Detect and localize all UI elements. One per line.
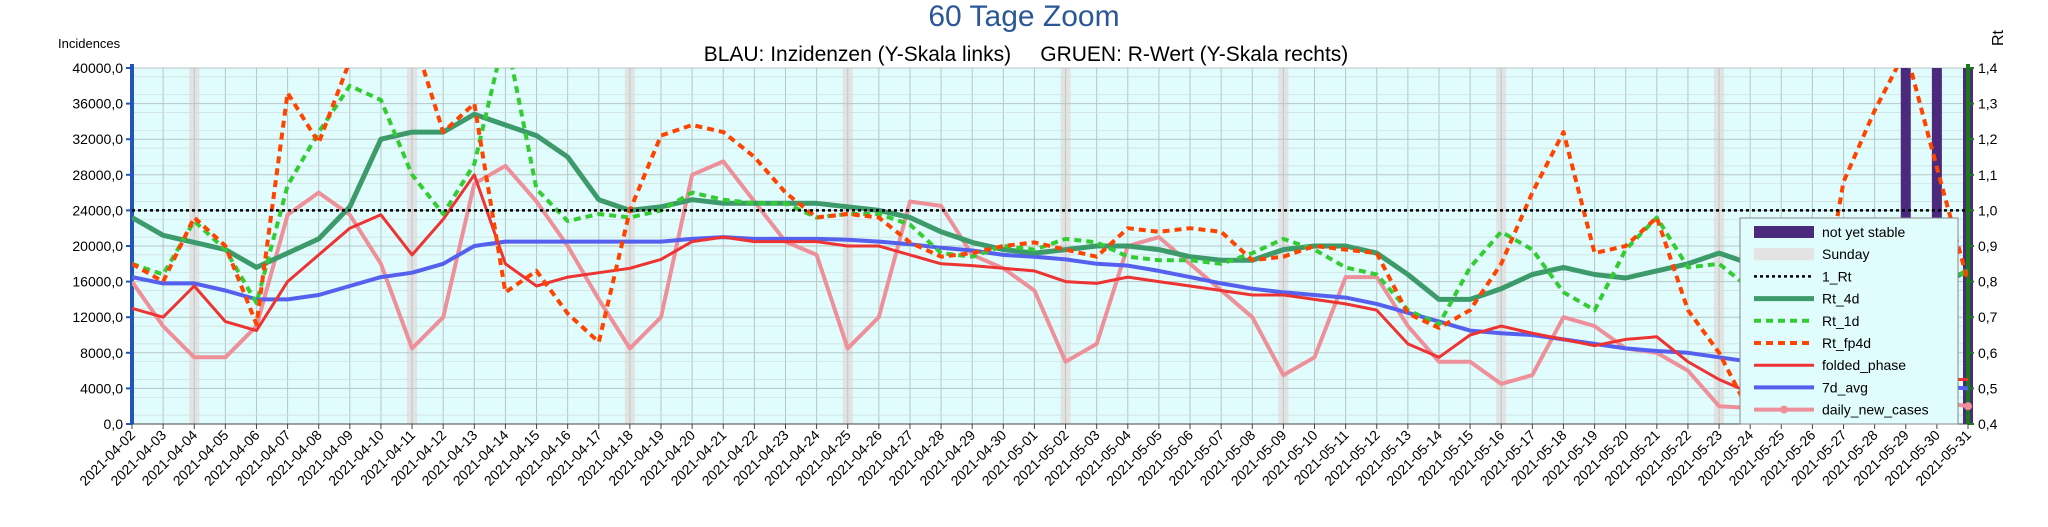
series-line-rt-1d bbox=[132, 68, 1968, 387]
right-tick-label: 1,4 bbox=[1978, 60, 1998, 76]
right-tick-label: 1,1 bbox=[1978, 167, 1998, 183]
legend-label: 1_Rt bbox=[1822, 268, 1852, 284]
legend-label: Rt_4d bbox=[1822, 291, 1859, 307]
series-line-avg-7d bbox=[132, 235, 1968, 391]
right-tick-label: 0,8 bbox=[1978, 274, 1998, 290]
left-tick-label: 16000,0 bbox=[72, 274, 123, 290]
left-tick-label: 28000,0 bbox=[72, 167, 123, 183]
plot-area: 0,0 4000,0 8000,0 12000,0 16000,0 20000,0 2400… bbox=[72, 60, 1998, 489]
right-tick-label: 1,0 bbox=[1978, 202, 1998, 218]
right-axis-label: Rt bbox=[1990, 29, 2007, 46]
legend-marker bbox=[1780, 405, 1788, 414]
left-tick-label: 32000,0 bbox=[72, 131, 123, 147]
left-tick-label: 24000,0 bbox=[72, 202, 123, 218]
right-tick-label: 0,4 bbox=[1978, 416, 1998, 432]
series-line-rt-4d bbox=[132, 111, 1968, 327]
legend-label: daily_new_cases bbox=[1822, 402, 1929, 418]
right-tick-label: 0,9 bbox=[1978, 238, 1998, 254]
series-line-rt-fp4d bbox=[132, 68, 1968, 416]
legend-swatch bbox=[1754, 248, 1814, 261]
right-tick-label: 0,5 bbox=[1978, 380, 1998, 396]
chart-title: 60 Tage Zoom bbox=[928, 0, 1119, 33]
data-point bbox=[1964, 402, 1972, 411]
left-tick-label: 40000,0 bbox=[72, 60, 123, 76]
left-tick-label: 20000,0 bbox=[72, 238, 123, 254]
right-tick-label: 0,7 bbox=[1978, 309, 1998, 325]
left-tick-label: 8000,0 bbox=[80, 345, 123, 361]
left-tick-label: 0,0 bbox=[104, 416, 124, 432]
right-tick-label: 1,3 bbox=[1978, 96, 1998, 112]
left-tick-label: 36000,0 bbox=[72, 96, 123, 112]
left-axis-label: Incidences bbox=[58, 36, 121, 51]
series-line-folded-phase bbox=[132, 173, 1968, 397]
legend-label: 7d_avg bbox=[1822, 379, 1868, 395]
legend-label: not yet stable bbox=[1822, 224, 1905, 240]
legend-label: Sunday bbox=[1822, 246, 1869, 262]
series-line-daily-new-cases bbox=[132, 159, 1968, 410]
chart-subtitle: BLAU: Inzidenzen (Y-Skala links) GRUEN: … bbox=[704, 43, 1349, 66]
legend-label: Rt_fp4d bbox=[1822, 335, 1871, 351]
right-tick-label: 0,6 bbox=[1978, 345, 1998, 361]
left-tick-label: 4000,0 bbox=[80, 380, 123, 396]
right-tick-label: 1,2 bbox=[1978, 131, 1998, 147]
legend-swatch bbox=[1754, 226, 1814, 238]
legend-label: folded_phase bbox=[1822, 357, 1906, 373]
legend-label: Rt_1d bbox=[1822, 313, 1859, 329]
left-tick-label: 12000,0 bbox=[72, 309, 123, 325]
